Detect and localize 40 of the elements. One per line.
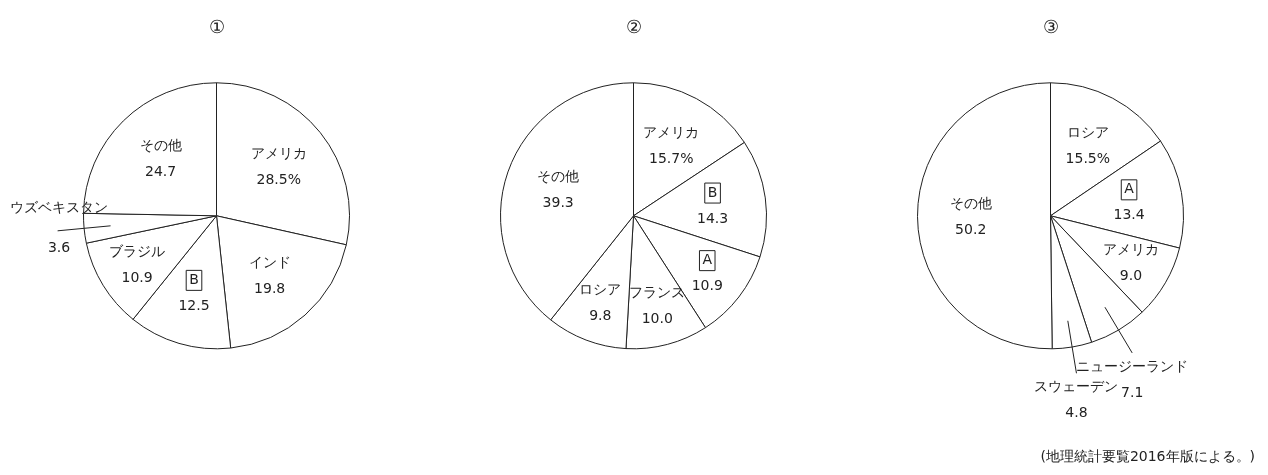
data-label: 15.7% xyxy=(649,150,694,167)
slice-label: A xyxy=(702,251,713,268)
data-label: 9.0 xyxy=(1119,267,1143,284)
slice-label: スウェーデン xyxy=(1034,377,1119,394)
data-label: 12.5 xyxy=(178,297,210,313)
slice-label: B xyxy=(189,271,199,287)
slice-label: ロシア xyxy=(579,281,622,298)
data-label: 3.6 xyxy=(47,239,71,256)
data-label: 14.3 xyxy=(696,209,729,226)
slice-label: フランス xyxy=(629,284,686,301)
slice-label: A xyxy=(1124,180,1135,197)
slice-label: ロシア xyxy=(1066,123,1109,140)
data-label: 7.1 xyxy=(1121,383,1144,400)
data-label: 39.3 xyxy=(542,194,574,211)
data-label: 28.5% xyxy=(256,170,302,187)
slice-label: B xyxy=(707,183,718,200)
chart-title: ② xyxy=(625,16,642,37)
data-label: 10.0 xyxy=(641,310,673,327)
chart-title: ① xyxy=(208,16,225,37)
data-label: 24.7 xyxy=(145,163,177,180)
data-label: 9.8 xyxy=(589,307,612,324)
data-label: 10.9 xyxy=(691,277,723,294)
slice-label: ニュージーランド xyxy=(1076,357,1189,374)
slice-label: その他 xyxy=(139,137,182,154)
data-label: 15.5% xyxy=(1065,149,1111,166)
slice-label: アメリカ xyxy=(643,124,700,141)
text: (地理統計要覧2016年版による。) xyxy=(1039,448,1256,466)
slice-label: アメリカ xyxy=(250,144,307,161)
data-label: 19.8 xyxy=(254,279,286,296)
slice-label: アメリカ xyxy=(1102,241,1159,258)
slice-label: ウズベキスタン xyxy=(10,199,108,216)
slice-label: インド xyxy=(248,253,291,270)
data-label: 4.8 xyxy=(1065,403,1088,420)
data-label: 13.4 xyxy=(1113,206,1145,223)
slice-label: その他 xyxy=(949,194,992,211)
slice-label: ブラジル xyxy=(109,243,166,260)
slice-label: その他 xyxy=(537,168,580,185)
data-label: 50.2 xyxy=(955,220,987,237)
data-label: 10.9 xyxy=(121,269,153,286)
chart-title: ③ xyxy=(1042,16,1059,37)
